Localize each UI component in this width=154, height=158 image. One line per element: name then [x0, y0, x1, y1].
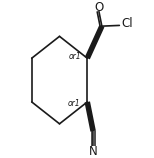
Text: or1: or1: [68, 99, 81, 108]
Text: O: O: [95, 1, 104, 14]
Text: or1: or1: [69, 52, 81, 61]
Text: Cl: Cl: [122, 17, 133, 30]
Text: N: N: [89, 145, 97, 158]
